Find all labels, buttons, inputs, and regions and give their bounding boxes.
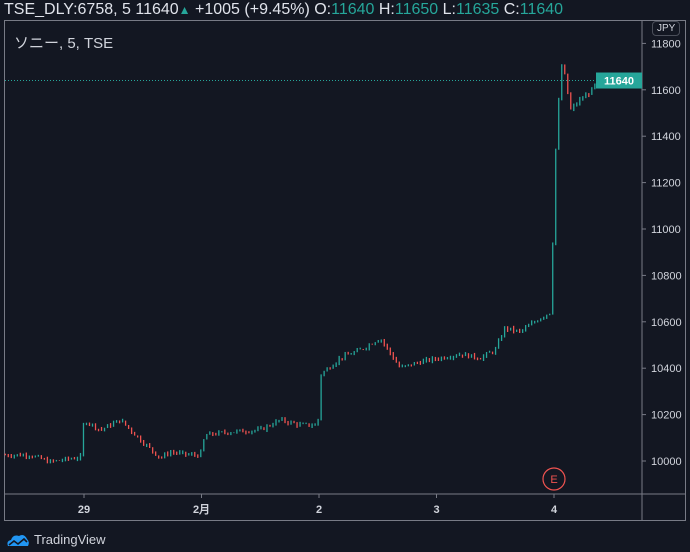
- chart-frame: [4, 20, 686, 521]
- symbol-header: TSE_DLY:6758, 5 11640▲ +1005 (+9.45%) O:…: [4, 0, 563, 20]
- y-tick-label: 10000: [651, 456, 682, 468]
- high-value: 11650: [394, 1, 439, 18]
- x-tick-label: 3: [433, 504, 439, 516]
- low-label: L:: [442, 1, 456, 18]
- x-tick-label: 2月: [193, 503, 210, 516]
- symbol: TSE_DLY:6758, 5: [4, 1, 131, 18]
- currency-button[interactable]: JPY: [652, 21, 681, 36]
- x-tick-label: 4: [551, 504, 558, 516]
- open-label: O:: [314, 1, 332, 18]
- earnings-marker-icon: [542, 467, 566, 491]
- change: +1005 (+9.45%): [195, 1, 310, 18]
- close-value: 11640: [519, 1, 564, 18]
- last-price: 11640: [135, 1, 179, 18]
- x-tick-label: 29: [78, 504, 90, 516]
- tradingview-cloud-icon: [7, 534, 29, 546]
- y-tick-label: 11200: [651, 178, 681, 190]
- series-legend: ソニー, 5, TSE: [14, 35, 114, 52]
- y-tick-label: 10400: [651, 363, 682, 375]
- x-tick-label: 2: [316, 504, 322, 516]
- last-price-label: 11640: [604, 76, 634, 88]
- low-value: 11635: [455, 1, 500, 18]
- close-label: C:: [503, 1, 520, 18]
- open-value: 11640: [331, 1, 375, 18]
- high-label: H:: [378, 1, 395, 18]
- y-tick-label: 10200: [651, 410, 682, 422]
- y-tick-label: 10600: [651, 317, 682, 329]
- earnings-marker-label: E: [550, 474, 557, 486]
- y-tick-label: 11000: [651, 224, 681, 236]
- up-triangle-icon: ▲: [178, 3, 191, 17]
- tradingview-logo[interactable]: TradingView: [6, 532, 106, 547]
- y-tick-label: 11400: [651, 131, 681, 143]
- brand-name: TradingView: [34, 532, 106, 547]
- y-tick-label: 11600: [651, 85, 681, 97]
- last-price-label-bg: [596, 72, 642, 89]
- y-tick-label: 10800: [651, 270, 682, 282]
- y-tick-label: 11800: [651, 38, 681, 50]
